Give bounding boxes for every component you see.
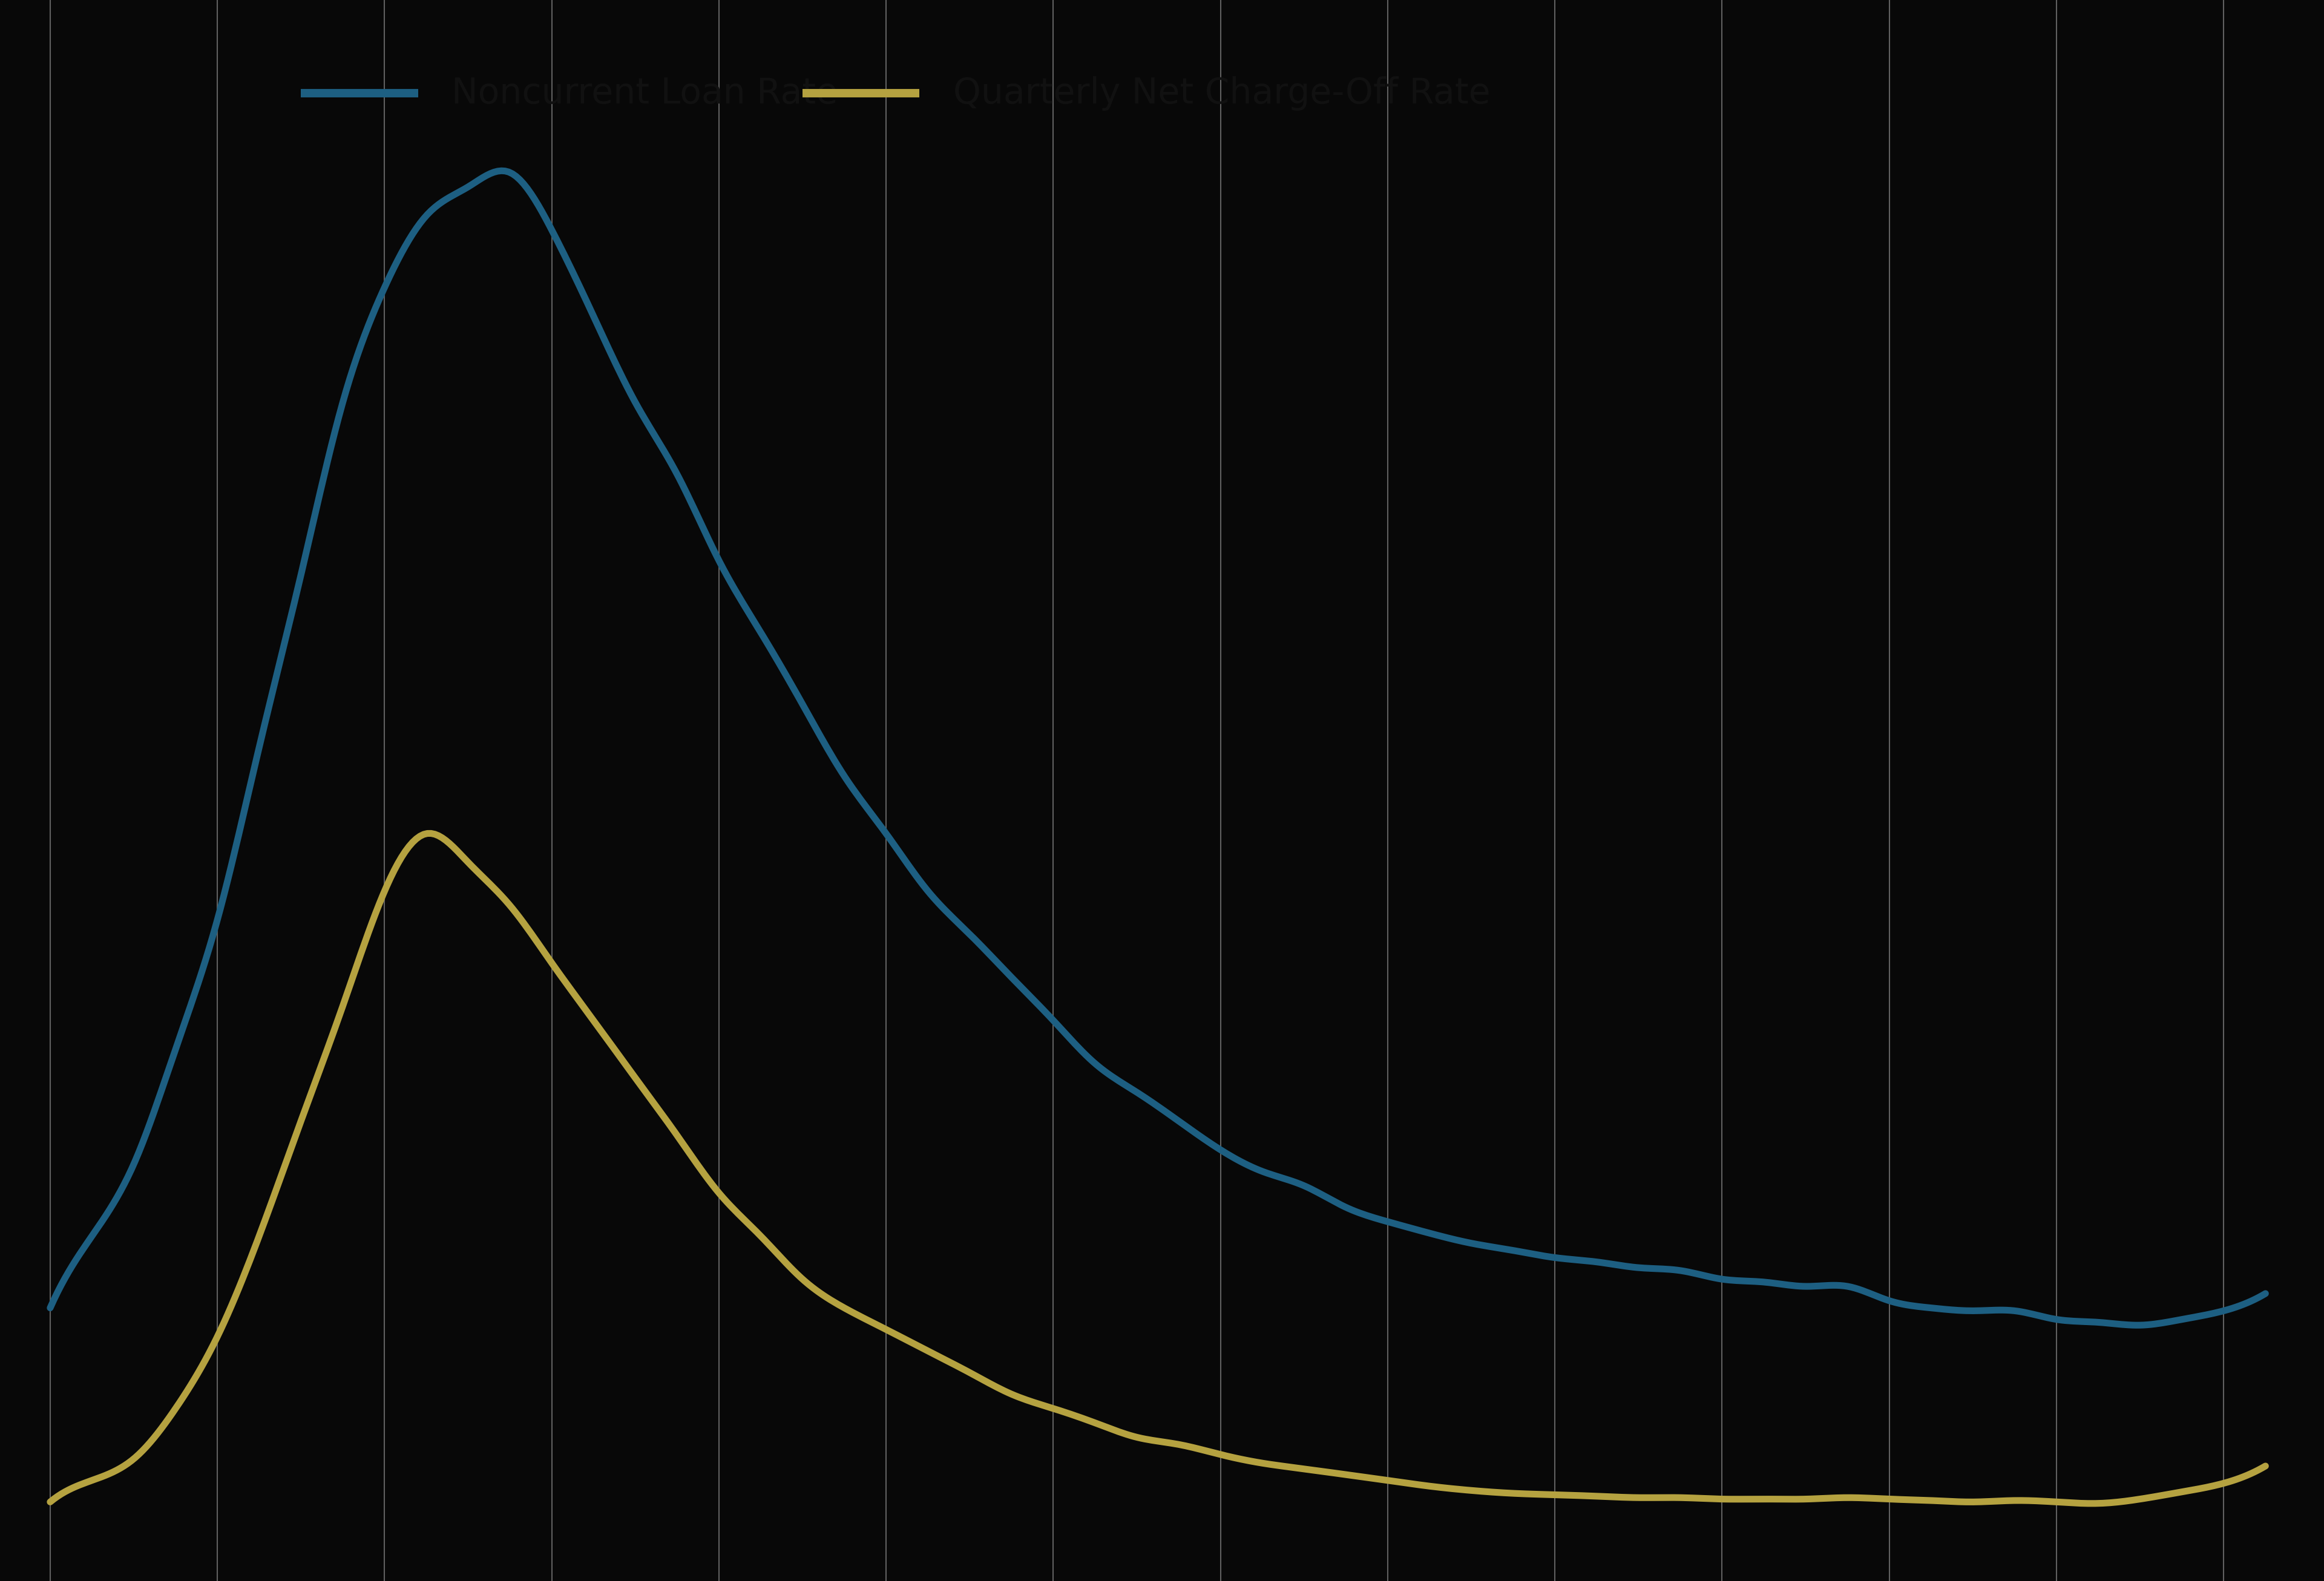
Text: Noncurrent Loan Rate: Noncurrent Loan Rate: [451, 76, 837, 111]
Text: Quarterly Net Charge-Off Rate: Quarterly Net Charge-Off Rate: [953, 76, 1490, 111]
